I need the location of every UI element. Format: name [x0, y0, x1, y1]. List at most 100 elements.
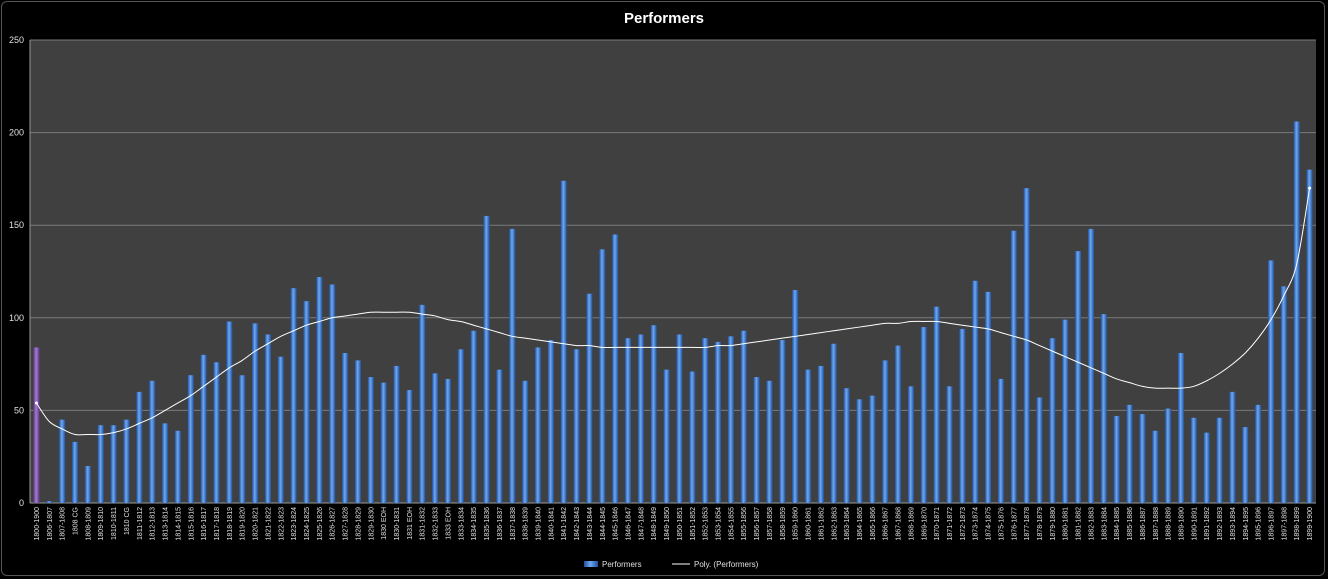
x-tick-label: 1808-1809	[85, 507, 92, 541]
x-tick-label: 1844-1845	[600, 507, 607, 541]
legend-label-trendline: Poly. (Performers)	[694, 560, 759, 569]
bar	[766, 380, 773, 503]
x-tick-label: 1898-1899	[1294, 507, 1301, 541]
bar	[547, 340, 554, 503]
x-tick-label: 1864-1865	[857, 507, 864, 541]
x-tick-label: 1887-1888	[1153, 507, 1160, 541]
bar	[1229, 391, 1236, 503]
y-tick-label: 200	[9, 128, 24, 138]
x-tick-label: 1824-1825	[304, 507, 311, 541]
bar	[136, 391, 143, 503]
x-tick-label: 1860-1861	[806, 507, 813, 541]
bar	[1190, 417, 1197, 503]
bar	[1113, 415, 1120, 503]
x-tick-label: 1815-1816	[188, 507, 195, 541]
x-tick-label: 1851-1852	[690, 507, 697, 541]
bar	[702, 338, 709, 503]
bar	[174, 430, 181, 503]
x-tick-label: 1811-1812	[137, 507, 144, 540]
x-tick-label: 1882-1883	[1088, 507, 1095, 541]
bar	[1293, 121, 1300, 503]
bar	[830, 343, 837, 503]
bar	[573, 349, 580, 503]
bar	[740, 330, 747, 503]
bar	[71, 441, 79, 503]
bar	[869, 395, 876, 503]
y-tick-label: 150	[9, 220, 24, 230]
bar	[1165, 408, 1172, 503]
x-tick-label: 1895-1896	[1256, 507, 1263, 541]
x-tick-label: 1837-1838	[510, 507, 517, 541]
x-tick-label: 1857-1858	[767, 507, 774, 541]
bar	[1075, 251, 1082, 503]
x-tick-label: 1818-1819	[227, 507, 234, 541]
bar	[226, 321, 233, 503]
x-tick-label: 1893-1894	[1230, 507, 1237, 541]
x-tick-label: 1825-1826	[317, 507, 324, 541]
bar	[676, 334, 683, 503]
bar	[316, 277, 323, 503]
bar	[856, 399, 863, 503]
bar	[907, 386, 914, 503]
bar	[560, 180, 567, 503]
bar	[946, 386, 953, 503]
trendline-point	[1308, 186, 1312, 190]
bar	[341, 352, 349, 503]
x-tick-label: 1836-1837	[497, 507, 504, 541]
bar	[817, 365, 824, 503]
bar	[997, 378, 1005, 503]
bar	[46, 501, 53, 503]
x-tick-label: 1814-1815	[175, 507, 182, 541]
bar	[534, 347, 542, 503]
x-tick-label: 1897-1898	[1281, 507, 1288, 541]
bar	[612, 234, 619, 503]
x-tick-label: 1861-1862	[818, 507, 825, 541]
x-tick-label: 1826-1827	[330, 507, 337, 541]
bar	[354, 360, 362, 503]
x-tick-label: 1868-1869	[908, 507, 915, 541]
bar	[1255, 404, 1262, 503]
x-tick-label: 1858-1859	[780, 507, 787, 541]
x-tick-label: 1846-1847	[625, 507, 632, 541]
x-tick-label: 1853-1854	[716, 507, 723, 541]
x-tick-label: 1808 CG	[73, 507, 80, 535]
x-tick-label: 1874-1875	[986, 507, 993, 541]
x-tick-label: 1829-1830	[368, 507, 375, 541]
x-tick-label: 1839-1840	[535, 507, 542, 541]
x-tick-label: 1867-1868	[896, 507, 903, 541]
bar	[406, 390, 413, 503]
bar	[1280, 286, 1287, 503]
x-tick-label: 1810 CG	[124, 507, 131, 535]
bar	[457, 349, 464, 503]
bar	[1242, 427, 1249, 503]
bar	[1126, 404, 1133, 503]
x-tick-label: 1862-1863	[831, 507, 838, 541]
x-tick-label: 1888-1889	[1166, 507, 1173, 541]
bar	[1023, 188, 1030, 503]
x-tick-label: 1820-1821	[253, 507, 260, 541]
bar	[972, 280, 979, 503]
bar	[419, 304, 426, 503]
bar	[727, 336, 734, 503]
bar	[264, 334, 271, 503]
bar	[1049, 338, 1056, 503]
x-tick-label: 1854-1855	[728, 507, 735, 541]
x-tick-label: 1852-1853	[703, 507, 710, 541]
x-tick-label: 1889-1890	[1178, 507, 1185, 541]
bar	[714, 341, 722, 503]
bar	[251, 323, 259, 503]
x-tick-label: 1838-1839	[523, 507, 530, 541]
x-tick-label: 1883-1884	[1101, 507, 1108, 541]
bar	[1139, 414, 1146, 503]
bar	[290, 288, 297, 503]
bar	[393, 365, 400, 503]
bar	[239, 375, 246, 503]
x-tick-label: 1830 EOH	[381, 507, 388, 540]
x-tick-label: 1899-1900	[1307, 507, 1314, 541]
x-tick-label: 1873-1874	[973, 507, 980, 541]
x-tick-label: 1833-1834	[458, 507, 465, 541]
bar	[1267, 260, 1275, 503]
x-tick-label: 1878-1879	[1037, 507, 1044, 541]
trendline	[34, 186, 1312, 436]
x-tick-label: 1812-1813	[150, 507, 157, 541]
